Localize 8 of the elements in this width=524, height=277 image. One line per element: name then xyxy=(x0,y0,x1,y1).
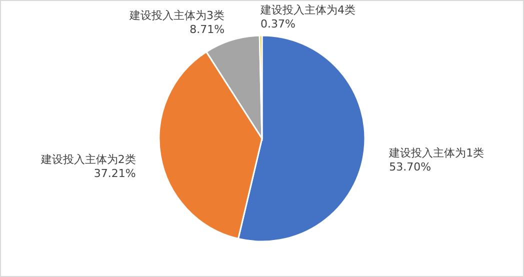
data-label: 8.71% xyxy=(190,23,225,36)
data-label: 53.70% xyxy=(389,160,432,174)
data-label: 0.37% xyxy=(260,18,296,31)
slice-label: 建设投入主体为4类 xyxy=(260,4,356,17)
slice-label: 建设投入主体为3类 xyxy=(128,9,225,22)
slice-label: 建设投入主体为1类 xyxy=(388,146,484,160)
slice-label: 建设投入主体为2类 xyxy=(40,153,136,166)
data-label: 37.21% xyxy=(94,167,136,180)
